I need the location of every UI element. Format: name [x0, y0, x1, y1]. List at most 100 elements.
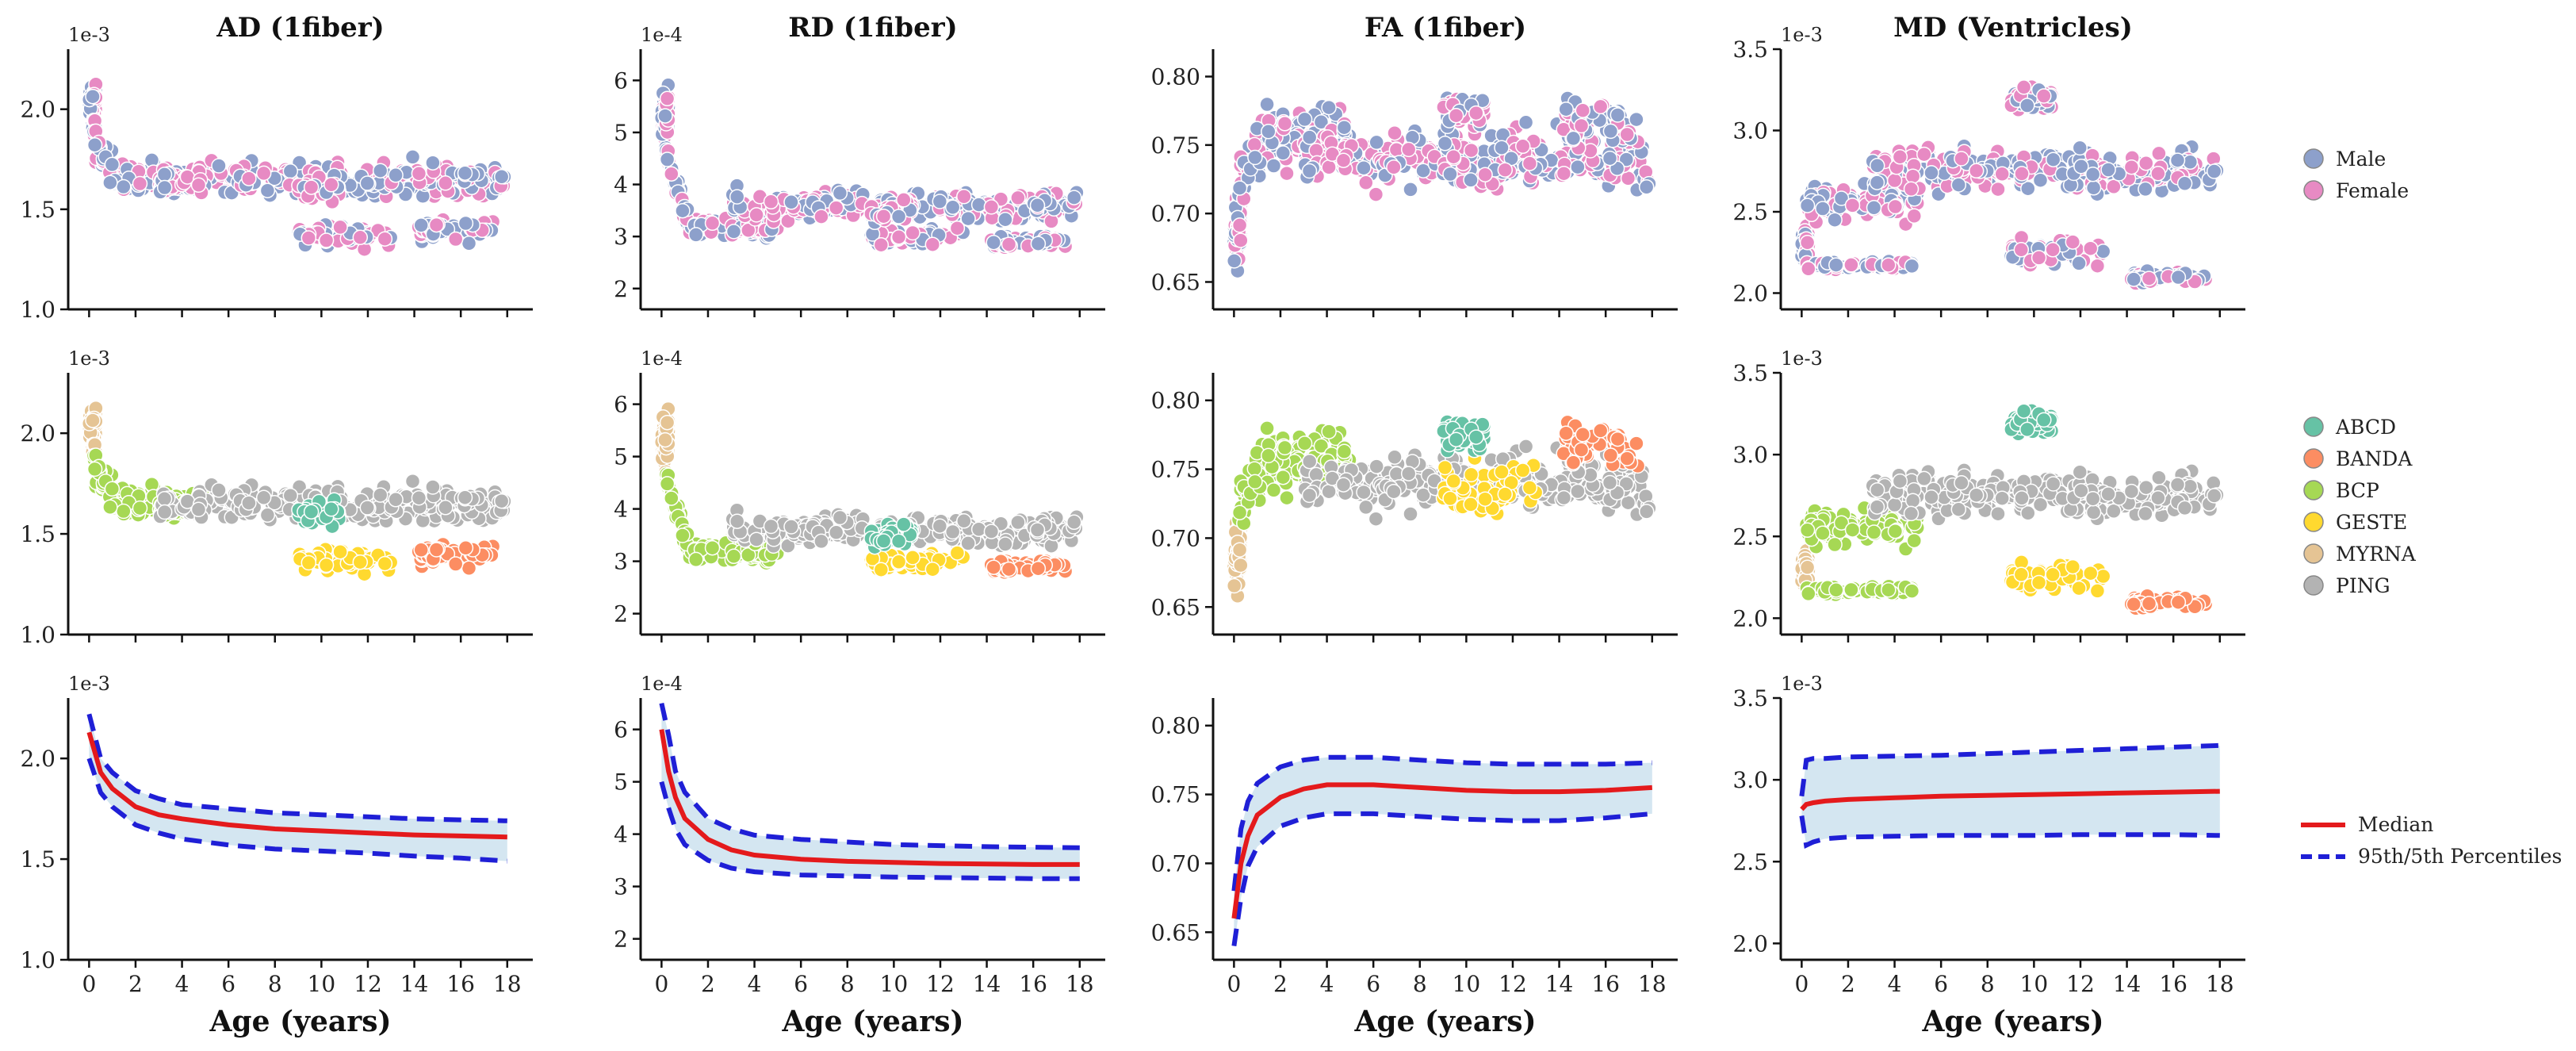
data-point: [659, 476, 676, 492]
data-point: [924, 561, 941, 577]
data-point: [85, 412, 101, 428]
y-tick-label: 6: [614, 392, 628, 418]
data-point: [1226, 577, 1242, 594]
y-tick-label: 2: [614, 276, 628, 302]
data-point: [377, 555, 393, 572]
data-point: [704, 215, 721, 232]
data-point: [404, 473, 421, 489]
data-point: [944, 524, 961, 540]
data-point: [1265, 158, 1282, 174]
data-point: [1448, 432, 1464, 447]
data-point: [2095, 244, 2111, 259]
data-point: [1906, 532, 1923, 549]
data-point: [873, 562, 890, 577]
data-point: [1565, 130, 1582, 147]
data-point: [1610, 431, 1626, 447]
data-point: [1904, 168, 1921, 184]
data-point: [659, 414, 676, 431]
axis-offset-label: 1e-3: [1781, 24, 1823, 46]
data-point: [1573, 442, 1590, 458]
axis-offset-label: 1e-3: [68, 24, 110, 46]
data-point: [1518, 439, 1534, 455]
data-point: [372, 163, 389, 178]
data-point: [986, 234, 1001, 251]
data-point: [725, 224, 742, 240]
data-point: [1442, 166, 1458, 182]
x-tick-label: 4: [748, 971, 762, 997]
data-point: [896, 192, 912, 208]
data-point: [2138, 155, 2154, 171]
data-point: [1620, 494, 1636, 511]
data-point: [1629, 435, 1644, 451]
data-point: [1570, 159, 1586, 175]
data-point: [1231, 180, 1248, 196]
data-point: [675, 527, 691, 543]
data-point: [1265, 482, 1282, 498]
x-tick-label: 12: [1499, 971, 1527, 997]
y-tick-label: 2.0: [20, 420, 56, 447]
data-point: [211, 482, 227, 498]
y-tick-label: 5: [614, 444, 628, 470]
data-point: [890, 229, 907, 245]
y-tick-label: 0.70: [1151, 850, 1200, 876]
data-point: [1400, 141, 1417, 158]
data-point: [2138, 181, 2153, 198]
data-point: [303, 179, 320, 195]
y-tick-label: 0.65: [1151, 919, 1200, 946]
data-point: [1259, 96, 1275, 113]
data-point: [1296, 435, 1313, 451]
data-point: [1558, 425, 1574, 441]
x-tick-label: 6: [1366, 971, 1380, 997]
data-point: [1043, 538, 1059, 554]
data-point: [411, 489, 427, 506]
data-point: [1844, 198, 1861, 213]
panel-ad-row2: 1.01.52.01e-3: [20, 347, 533, 648]
y-tick-label: 0.75: [1151, 457, 1200, 483]
data-point: [1279, 165, 1295, 182]
x-tick-label: 2: [128, 971, 143, 997]
data-point: [1448, 107, 1464, 124]
percentile-band: [661, 703, 1080, 879]
data-point: [2170, 269, 2187, 286]
data-point: [1043, 213, 1059, 229]
data-point: [2206, 163, 2222, 179]
data-point: [132, 175, 148, 192]
data-point: [372, 487, 389, 503]
data-point: [1463, 172, 1479, 188]
axis-offset-label: 1e-3: [68, 673, 110, 695]
data-point: [1010, 190, 1026, 206]
data-point: [1468, 105, 1484, 121]
data-point: [1233, 557, 1249, 573]
data-point: [1602, 123, 1619, 140]
data-point: [1602, 474, 1618, 491]
data-point: [1029, 522, 1046, 538]
data-point: [1321, 99, 1337, 116]
data-point: [1565, 455, 1582, 470]
data-point: [1619, 451, 1635, 466]
data-point: [116, 503, 132, 520]
data-point: [675, 202, 691, 219]
data-point: [1815, 525, 1831, 541]
data-point: [1029, 198, 1046, 213]
y-tick-label: 0.80: [1151, 713, 1200, 739]
data-point: [960, 210, 976, 227]
data-point: [1231, 217, 1248, 233]
data-point: [457, 165, 473, 181]
data-point: [2045, 152, 2061, 167]
data-point: [664, 166, 679, 182]
data-point: [2169, 152, 2186, 168]
data-point: [1277, 439, 1293, 456]
data-point: [1368, 511, 1384, 527]
axis-offset-label: 1e-3: [68, 347, 110, 370]
y-tick-label: 3: [614, 224, 628, 250]
data-point: [2182, 154, 2199, 171]
data-point: [1335, 152, 1352, 168]
data-point: [259, 182, 276, 198]
data-point: [890, 554, 907, 570]
data-point: [983, 199, 1000, 215]
panel-fa-row1: 0.650.700.750.80: [1151, 49, 1678, 317]
data-point: [1261, 447, 1277, 464]
data-point: [493, 493, 510, 509]
